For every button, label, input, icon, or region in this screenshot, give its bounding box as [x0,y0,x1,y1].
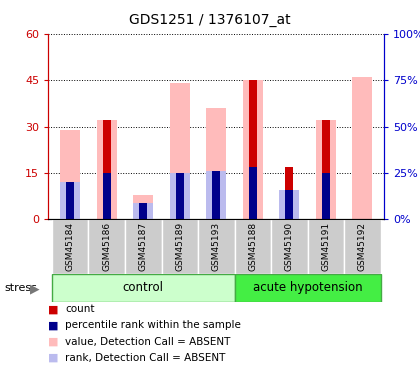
Bar [285,190,293,219]
Bar [103,120,111,219]
Bar [60,130,80,219]
Text: GSM45193: GSM45193 [212,222,221,271]
Bar [322,120,330,219]
Bar [279,190,299,219]
Bar [52,274,234,302]
Text: stress: stress [4,283,37,293]
Text: ■: ■ [48,321,59,330]
Bar [316,120,336,219]
Bar [322,173,330,219]
Bar [66,182,74,219]
Bar [307,219,344,274]
Text: GSM45187: GSM45187 [139,222,148,271]
Bar [206,171,226,219]
Text: ■: ■ [48,304,59,314]
Bar [133,195,153,219]
Bar [234,274,381,302]
Bar [103,173,111,219]
Text: acute hypotension: acute hypotension [253,281,362,294]
Bar [344,219,381,274]
Bar [133,202,153,219]
Bar [271,219,307,274]
Text: GSM45188: GSM45188 [248,222,257,271]
Bar [89,219,125,274]
Bar [139,202,147,219]
Bar [170,173,190,219]
Bar [52,219,89,274]
Text: percentile rank within the sample: percentile rank within the sample [65,321,241,330]
Bar [198,219,234,274]
Text: GSM45189: GSM45189 [175,222,184,271]
Bar [60,182,80,219]
Text: GSM45190: GSM45190 [285,222,294,271]
Text: GSM45186: GSM45186 [102,222,111,271]
Text: control: control [123,281,164,294]
Text: GSM45192: GSM45192 [358,222,367,271]
Text: ■: ■ [48,337,59,346]
Bar [170,83,190,219]
Text: ■: ■ [48,353,59,363]
Text: value, Detection Call = ABSENT: value, Detection Call = ABSENT [65,337,231,346]
Text: GSM45184: GSM45184 [66,222,75,271]
Bar [249,80,257,219]
Bar [212,171,220,219]
Text: rank, Detection Call = ABSENT: rank, Detection Call = ABSENT [65,353,226,363]
Bar [139,216,147,219]
Bar [234,219,271,274]
Bar [243,80,263,219]
Text: count: count [65,304,94,314]
Bar [206,108,226,219]
Text: GDS1251 / 1376107_at: GDS1251 / 1376107_at [129,13,291,27]
Text: GSM45191: GSM45191 [321,222,331,271]
Text: ▶: ▶ [30,282,40,295]
Bar [352,77,373,219]
Bar [97,120,117,219]
Bar [176,173,184,219]
Bar [125,219,162,274]
Bar [285,167,293,219]
Bar [162,219,198,274]
Bar [249,167,257,219]
